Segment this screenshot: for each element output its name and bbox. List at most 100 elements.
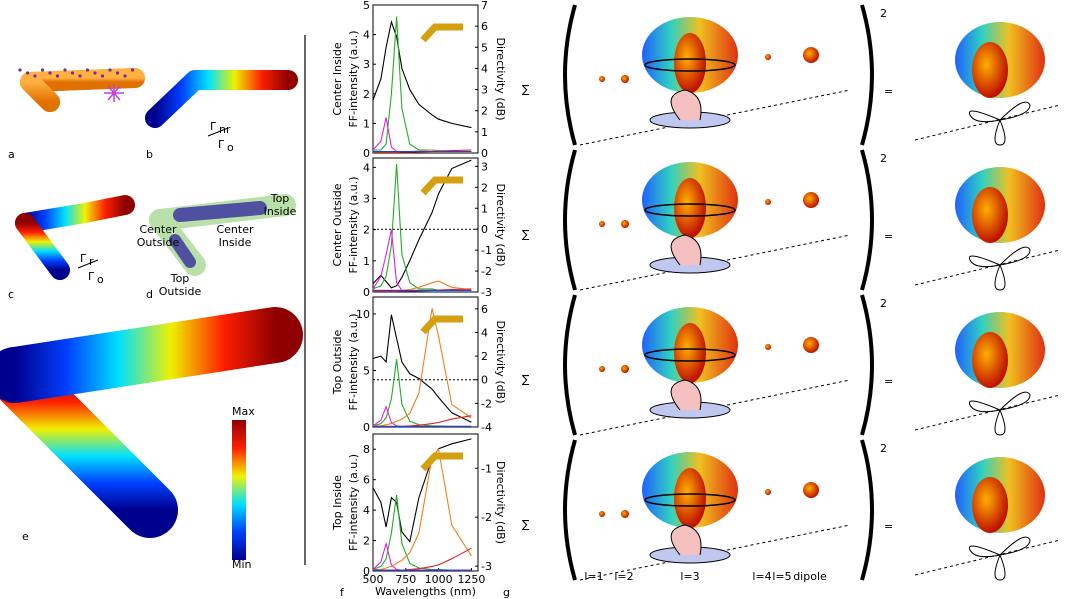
equals: =	[884, 230, 893, 243]
dipole-dot	[108, 68, 112, 72]
y-tick-label: 4	[363, 504, 370, 517]
small-lobe	[765, 344, 771, 350]
axis-dash	[579, 234, 851, 291]
small-lobe	[621, 220, 629, 228]
y2-axis-label: Directivity (dB)	[494, 321, 507, 404]
y-tick-label: 4	[363, 29, 370, 42]
rod-e	[0, 307, 303, 403]
label: Inside	[264, 205, 297, 218]
label: a	[8, 148, 15, 161]
axis-dash	[579, 89, 851, 146]
y2-tick-label: -3	[481, 286, 492, 299]
y-tick-label: 0	[363, 286, 370, 299]
y-tick-label: 8	[363, 443, 370, 456]
label: Γ	[88, 270, 95, 283]
data-line	[372, 405, 472, 427]
paren	[860, 294, 874, 436]
label: ∑	[522, 228, 530, 241]
label: l=5	[772, 570, 791, 583]
dipole-dot	[63, 68, 67, 72]
x-tick-label: 1000	[425, 573, 453, 586]
y-axis-label: FF-intensity (a.u.)	[347, 454, 360, 551]
dipole-dot	[93, 71, 97, 75]
rod-a	[20, 68, 145, 92]
x-tick-label: 1250	[457, 573, 485, 586]
dipole-dot	[78, 74, 82, 78]
small-lobe	[803, 47, 819, 63]
rod-d	[169, 234, 196, 268]
axis-dash	[914, 539, 1061, 576]
y-axis-label: Center Inside	[331, 42, 344, 116]
equals: =	[884, 85, 893, 98]
dipole-dot	[25, 71, 30, 75]
label: o	[97, 273, 104, 286]
data-line	[372, 314, 472, 423]
dipole-dot	[100, 74, 105, 78]
lobe-core	[674, 323, 706, 383]
y-tick-label: 5	[363, 364, 370, 377]
y2-tick-label: 7	[481, 0, 488, 12]
y2-tick-label: 4	[481, 62, 488, 75]
dipole-dot	[55, 74, 60, 78]
result-core	[972, 477, 1008, 533]
pattern	[968, 536, 1031, 581]
y-axis-label: FF-intensity (a.u.)	[347, 30, 360, 127]
dipole-arrow	[104, 84, 124, 102]
label: Outside	[137, 236, 180, 249]
y2-tick-label: 6	[481, 303, 488, 316]
dipole-dot	[18, 68, 22, 72]
exponent: 2	[880, 297, 887, 310]
inset-icon	[420, 23, 463, 43]
label: dipole	[793, 570, 827, 583]
y2-tick-label: 2	[481, 181, 488, 194]
plot-frame	[372, 157, 479, 293]
y-tick-label: 0	[363, 565, 370, 578]
axis-dash	[914, 394, 1061, 431]
small-lobe	[599, 221, 605, 227]
small-lobe	[621, 510, 629, 518]
y2-tick-label: 5	[481, 41, 488, 54]
small-lobe	[765, 54, 771, 60]
plot-frame	[372, 296, 479, 428]
label: l=4	[752, 570, 771, 583]
x-axis-label: Wavelengths (nm)	[375, 585, 476, 598]
y2-tick-label: 2	[481, 350, 488, 363]
exponent: 2	[880, 7, 887, 20]
ribbon	[670, 379, 702, 411]
y-tick-label: 0	[363, 421, 370, 434]
result-core	[972, 42, 1008, 98]
small-lobe	[765, 489, 771, 495]
y-axis-label: Center Outside	[331, 183, 344, 266]
label: Center	[139, 223, 177, 236]
equals: =	[884, 520, 893, 533]
paren	[563, 439, 577, 581]
label: Max	[232, 405, 255, 418]
paren	[860, 439, 874, 581]
x-tick-label: 750	[395, 573, 416, 586]
y2-axis-label: Directivity (dB)	[494, 38, 507, 121]
paren	[563, 149, 577, 291]
small-lobe	[803, 482, 819, 498]
y2-tick-label: 0	[481, 147, 488, 160]
y2-tick-label: 1	[481, 126, 488, 139]
small-lobe	[599, 366, 605, 372]
plot-frame	[372, 433, 479, 572]
label: ∑	[522, 518, 530, 531]
y2-tick-label: 2	[481, 105, 488, 118]
data-line	[372, 229, 472, 291]
y-tick-label: 4	[363, 161, 370, 174]
small-lobe	[599, 76, 605, 82]
paren	[860, 4, 874, 146]
inset-icon	[420, 176, 463, 196]
data-line	[372, 19, 472, 129]
equator	[644, 203, 736, 217]
y-tick-label: 2	[363, 88, 370, 101]
y-axis-label: Top Outside	[331, 330, 344, 396]
paren	[860, 149, 874, 291]
label: g	[503, 586, 510, 599]
dipole-dot	[115, 71, 120, 75]
label: Γ	[218, 138, 225, 151]
dipole-dot	[70, 71, 75, 75]
y2-tick-label: 0	[481, 374, 488, 387]
dipole-dot	[123, 74, 127, 78]
